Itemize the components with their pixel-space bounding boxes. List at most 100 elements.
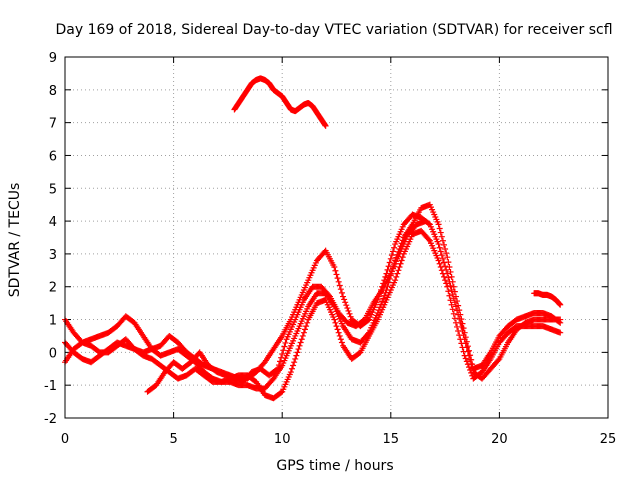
data-point [442,245,449,252]
data-point [322,122,329,129]
data-point [298,336,305,343]
data-point [344,305,351,312]
y-tick-label: 5 [49,182,57,197]
chart-title: Day 169 of 2018, Sidereal Day-to-day VTE… [55,22,612,38]
x-tick-label: 5 [169,432,177,447]
data-point [467,352,474,359]
x-tick-label: 20 [491,432,508,447]
data-point [336,332,343,339]
data-point [338,289,345,296]
data-point [340,293,347,300]
data-point [347,313,354,320]
data-point [452,319,459,326]
data-point [273,366,280,373]
data-point [291,359,298,366]
y-tick-label: 6 [49,149,57,164]
data-point [331,264,338,271]
data-point [459,344,466,351]
data-point [275,362,282,369]
data-point [458,340,465,347]
data-point [449,278,456,285]
data-point [294,349,301,356]
data-point [389,248,396,255]
plot-frame [64,56,609,419]
data-point [282,339,289,346]
y-tick-label: 3 [49,248,57,263]
data-point [337,286,344,293]
data-point [296,342,303,349]
data-point [439,270,446,277]
data-point [303,323,310,330]
data-point [335,329,342,336]
data-point [384,266,391,273]
series-trace-f [531,290,564,308]
data-point [290,362,297,369]
data-point [447,297,454,304]
y-tick-label: 4 [49,215,57,230]
data-point [437,229,444,236]
data-point [342,299,349,306]
data-point [436,244,443,251]
data-point [277,358,284,365]
data-point [438,267,445,274]
data-point [281,343,288,350]
data-point [278,354,285,361]
data-point [297,339,304,346]
data-point [452,293,459,300]
data-point [460,348,467,355]
x-tick-label: 0 [61,432,69,447]
data-point [381,292,388,299]
data-point [336,282,343,289]
data-point [394,270,401,277]
data-point [441,241,448,248]
data-point [439,237,446,244]
data-point [456,332,463,339]
data-point [451,288,458,295]
data-point [445,274,452,281]
data-point [300,329,307,336]
data-point [495,357,502,364]
y-tick-label: -2 [44,412,57,427]
data-point [445,288,452,295]
data-point [441,273,448,280]
data-point [447,282,454,289]
data-point [449,306,456,313]
data-point [435,221,442,228]
data-point [292,355,299,362]
data-points [62,75,564,402]
data-point [446,292,453,299]
data-point [332,267,339,274]
data-point [443,280,450,287]
data-point [334,275,341,282]
data-point [445,259,452,266]
data-point [451,315,458,322]
data-point [385,263,392,270]
data-point [436,260,443,267]
data-point [437,248,444,255]
data-point [425,236,432,243]
data-point [458,316,465,323]
data-point [454,323,461,330]
data-point [425,220,432,227]
y-tick-label: 1 [49,314,57,329]
data-point [455,302,462,309]
data-point [325,292,332,299]
data-point [455,328,462,335]
data-point [380,295,387,302]
data-point [557,329,564,336]
data-point [448,301,455,308]
data-point [556,319,563,326]
data-point [446,264,453,271]
data-point [391,244,398,251]
x-axis-label: GPS time / hours [276,458,393,474]
data-point [442,263,449,270]
data-point [442,277,449,284]
series-trace-c [62,227,564,402]
data-point [439,255,446,262]
data-point [387,255,394,262]
data-point [460,325,467,332]
y-tick-label: -1 [44,379,57,394]
data-point [338,339,345,346]
data-point [450,310,457,317]
data-point [398,257,405,264]
